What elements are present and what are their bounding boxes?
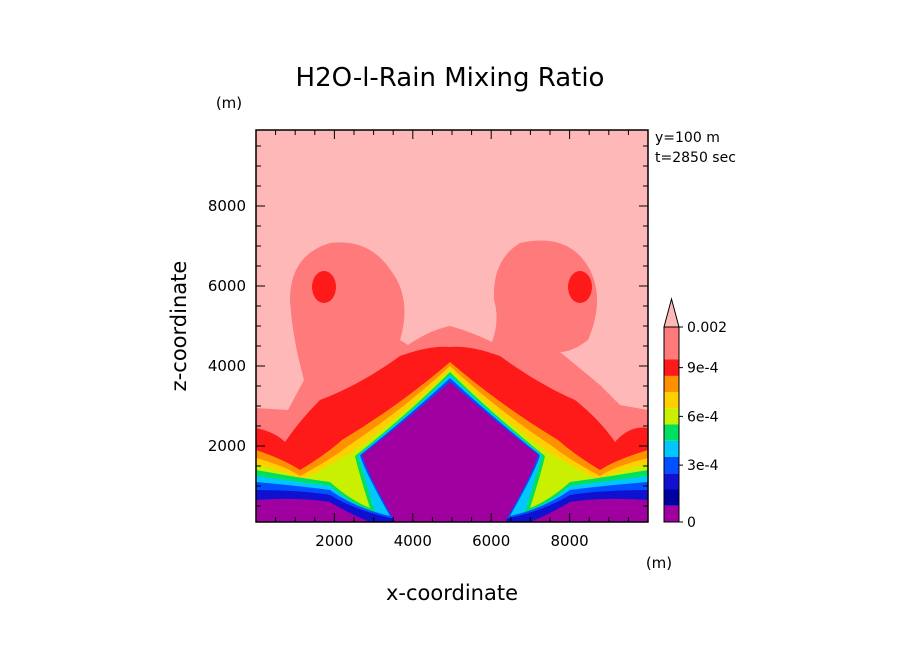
x-tick-label: 6000: [472, 532, 510, 550]
colorbar-label: 6e-4: [687, 409, 719, 425]
x-tick-label: 2000: [315, 532, 353, 550]
y-tick-label: 6000: [208, 277, 246, 295]
x-axis-label: x-coordinate: [386, 581, 518, 605]
region-red-blob-left: [312, 271, 336, 303]
annotation-y: y=100 m: [655, 130, 720, 146]
axes: 2000 4000 6000 8000 2000 4000 6000 8000: [208, 130, 648, 550]
colorbar-label: 0.002: [687, 320, 727, 336]
colorbar-segment: [664, 473, 679, 490]
colorbar-segment: [664, 375, 679, 392]
colorbar-extend-arrow: [663, 297, 680, 328]
y-unit-label: (m): [216, 94, 242, 112]
region-purple-center: [362, 382, 538, 522]
y-tick-label: 4000: [208, 357, 246, 375]
colorbar-segment: [664, 424, 679, 441]
x-tick-label: 8000: [551, 532, 589, 550]
region-purple-right: [530, 498, 648, 522]
contour-field: [256, 130, 648, 522]
colorbar-segment: [664, 489, 679, 506]
colorbar-segment: [664, 457, 679, 474]
region-purple-left: [256, 498, 370, 522]
y-tick-label: 2000: [208, 437, 246, 455]
chart-title: H2O-l-Rain Mixing Ratio: [296, 63, 605, 93]
colorbar-label: 3e-4: [687, 458, 719, 474]
colorbar-segment: [664, 327, 679, 360]
colorbar-segment: [664, 392, 679, 409]
colorbar-segment: [664, 408, 679, 425]
annotation-t: t=2850 sec: [655, 150, 736, 166]
colorbar-segment: [664, 440, 679, 457]
colorbar-segment: [664, 359, 679, 376]
x-unit-label: (m): [646, 554, 672, 572]
colorbar-frame: [663, 326, 680, 523]
y-tick-label: 8000: [208, 197, 246, 215]
colorbar: 0 3e-4 6e-4 9e-4 0.002: [663, 297, 727, 531]
region-red-blob-right: [568, 271, 592, 303]
y-axis-label: z-coordinate: [167, 261, 191, 392]
colorbar-segment: [664, 505, 679, 522]
x-tick-label: 4000: [394, 532, 432, 550]
colorbar-label: 9e-4: [687, 361, 719, 377]
colorbar-label: 0: [687, 515, 696, 531]
